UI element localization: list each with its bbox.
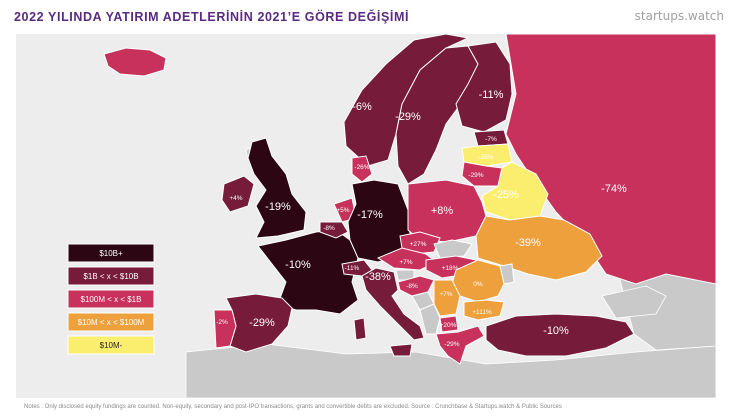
label-turkey: -10% xyxy=(543,325,569,337)
legend-item-tier2: $1B < x < $10B xyxy=(83,272,138,281)
label-hungary: +18% xyxy=(442,265,459,272)
country-denmark xyxy=(351,155,373,183)
label-finland: -11% xyxy=(479,89,504,101)
label-spain: -29% xyxy=(249,317,275,329)
label-belarus: -25% xyxy=(493,189,519,201)
country-belarus xyxy=(481,161,549,221)
country-macedonia xyxy=(439,315,459,333)
label-greece: -29% xyxy=(444,341,459,348)
label-estonia: -7% xyxy=(485,136,497,143)
country-belgium xyxy=(319,221,349,239)
label-latvia: -35% xyxy=(478,154,493,161)
brand-logo: startups.watch xyxy=(634,9,724,23)
label-austria: +7% xyxy=(399,259,412,266)
country-italy-sardinia xyxy=(353,317,367,341)
europe-map: $10B+ $1B < x < $10B $100M < x < $1B $10… xyxy=(16,34,716,398)
country-turkey xyxy=(485,313,635,357)
map-title: 2022 YILINDA YATIRIM ADETLERİNİN 2021’E … xyxy=(14,10,410,24)
map-svg: $10B+ $1B < x < $10B $100M < x < $1B $10… xyxy=(67,34,716,398)
label-denmark: -26% xyxy=(354,164,369,171)
label-romania: 0% xyxy=(473,281,483,288)
label-france: -10% xyxy=(285,259,311,271)
label-czechia: +27% xyxy=(410,241,427,248)
country-slovakia xyxy=(433,239,473,259)
country-iceland xyxy=(103,47,167,77)
country-labels: -6% -29% -11% -7% -35% -29% -26% -25% -7… xyxy=(216,89,627,348)
label-switzerland: -11% xyxy=(345,265,360,272)
country-uk xyxy=(247,137,307,239)
label-ukraine: -39% xyxy=(515,237,541,249)
north-africa xyxy=(185,343,716,398)
label-poland: +8% xyxy=(431,205,454,217)
country-norway xyxy=(343,34,470,167)
footnote: Notes : Only disclosed equity fundings a… xyxy=(24,404,562,410)
country-greece xyxy=(435,325,485,365)
label-macedonia: +20% xyxy=(440,322,457,329)
label-uk: -19% xyxy=(265,201,291,213)
label-netherlands: +5% xyxy=(336,207,349,214)
label-portugal: -2% xyxy=(216,319,228,326)
legend-item-tier3: $100M < x < $1B xyxy=(81,295,142,304)
legend-item-tier4: $10M < x < $100M xyxy=(78,318,145,327)
country-italy xyxy=(361,267,425,341)
label-germany: -17% xyxy=(357,209,383,221)
label-norway: -6% xyxy=(352,101,372,113)
label-lithuania: -29% xyxy=(468,172,483,179)
label-ireland: +4% xyxy=(229,195,242,202)
label-italy: -38% xyxy=(365,271,391,283)
country-italy-sicily xyxy=(389,343,413,357)
label-belgium: -8% xyxy=(323,225,335,232)
legend-item-tier5: $10M- xyxy=(100,341,123,350)
caucasus xyxy=(601,285,667,319)
legend-item-tier1: $10B+ xyxy=(99,249,123,258)
legend: $10B+ $1B < x < $10B $100M < x < $1B $10… xyxy=(67,243,155,355)
label-russia: -74% xyxy=(601,183,627,195)
country-portugal xyxy=(213,309,237,349)
country-bulgaria xyxy=(463,299,505,321)
country-montenegro-albania xyxy=(419,303,441,335)
label-bulgaria: +111% xyxy=(472,309,492,316)
label-croatia: -8% xyxy=(406,283,418,290)
label-sweden: -29% xyxy=(395,111,421,123)
label-serbia: +7% xyxy=(439,291,452,298)
country-ireland xyxy=(221,175,255,213)
